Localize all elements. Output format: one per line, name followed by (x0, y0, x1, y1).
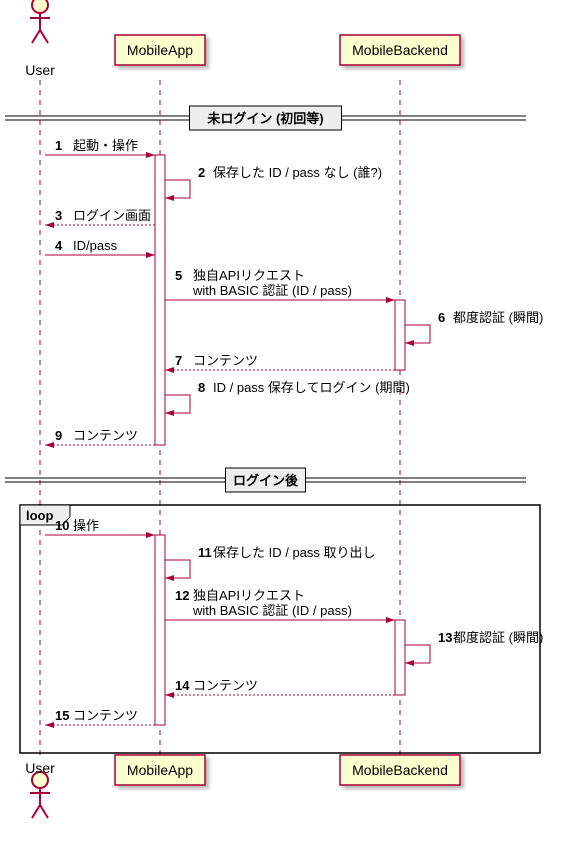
participant-label: MobileBackend (352, 762, 448, 778)
message-text: 都度認証 (瞬間) (453, 310, 543, 325)
svg-text:1: 1 (55, 138, 62, 153)
svg-text:10: 10 (55, 518, 69, 533)
message-text: コンテンツ (193, 678, 258, 693)
svg-text:5: 5 (175, 268, 182, 283)
message-text: 保存した ID / pass 取り出し (213, 545, 376, 560)
message-text: 都度認証 (瞬間) (453, 630, 543, 645)
message-text: コンテンツ (73, 428, 138, 443)
message-text: ログイン画面 (73, 208, 151, 223)
participant-label: MobileApp (127, 762, 193, 778)
svg-text:2: 2 (198, 165, 205, 180)
svg-text:15: 15 (55, 708, 69, 723)
divider-label: 未ログイン (初回等) (206, 111, 323, 126)
svg-text:13: 13 (438, 630, 452, 645)
svg-text:4: 4 (55, 238, 63, 253)
message-text: コンテンツ (73, 708, 138, 723)
message-text: ID / pass 保存してログイン (期間) (213, 380, 410, 395)
participant-label: MobileApp (127, 42, 193, 58)
message-text: ID/pass (73, 238, 118, 253)
message-text2: with BASIC 認証 (ID / pass) (192, 283, 352, 298)
message-text: 保存した ID / pass なし (誰?) (213, 165, 382, 180)
message-text: コンテンツ (193, 353, 258, 368)
sequence-diagram: User User MobileApp MobileApp MobileBackend M… (0, 0, 561, 842)
message-text: 独自APIリクエスト (193, 268, 305, 283)
svg-text:6: 6 (438, 310, 445, 325)
participant-label: MobileBackend (352, 42, 448, 58)
message-text: 独自APIリクエスト (193, 588, 305, 603)
message-text2: with BASIC 認証 (ID / pass) (192, 603, 352, 618)
message-text: 操作 (73, 518, 99, 533)
svg-text:7: 7 (175, 353, 182, 368)
message-text: 起動・操作 (73, 138, 138, 153)
svg-text:11: 11 (198, 545, 212, 560)
svg-text:14: 14 (175, 678, 190, 693)
loop-label: loop (26, 508, 53, 523)
divider-label: ログイン後 (233, 473, 299, 488)
svg-text:9: 9 (55, 428, 62, 443)
actor-label: User (25, 760, 55, 776)
svg-text:3: 3 (55, 208, 62, 223)
actor-label: User (25, 62, 55, 78)
svg-text:8: 8 (198, 380, 205, 395)
svg-text:12: 12 (175, 588, 189, 603)
